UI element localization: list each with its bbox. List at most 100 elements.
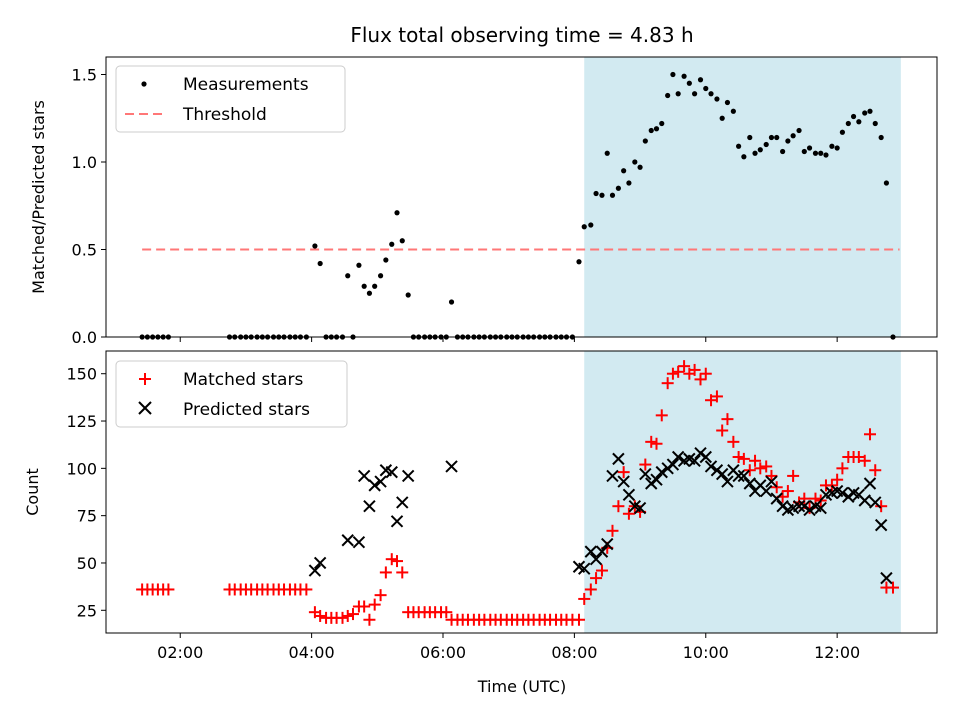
ratio-panel: 0.0 0.5 1.0 1.5 Matched/Predicted stars Mea…	[29, 56, 938, 347]
measurement-point	[768, 134, 775, 141]
measurement-point	[626, 180, 632, 186]
y-tick-label: 125	[66, 412, 97, 431]
predicted-star-point	[595, 545, 609, 558]
measurement-point	[317, 260, 323, 267]
matched-star-point	[661, 377, 674, 390]
y-tick-label: 1.0	[72, 153, 97, 172]
matched-star-point	[721, 413, 734, 426]
matched-star-point	[358, 600, 371, 613]
measurement-point	[399, 238, 405, 244]
matched-star-point	[886, 581, 899, 594]
measurement-point	[878, 134, 884, 141]
measurement-point	[581, 224, 587, 230]
measurement-point	[850, 113, 857, 120]
predicted-star-point	[633, 501, 647, 515]
measurement-point	[665, 92, 671, 99]
matched-star-point	[314, 609, 327, 622]
predicted-star-point	[601, 537, 614, 551]
predicted-star-point	[401, 469, 415, 483]
measurement-point	[812, 150, 819, 156]
measurement-point	[883, 180, 890, 186]
matched-star-point	[666, 367, 679, 380]
predicted-star-point	[341, 534, 354, 547]
measurement-point	[653, 126, 660, 132]
matched-star-point	[650, 437, 663, 450]
matched-star-point	[875, 500, 888, 513]
y-tick-label: 0.0	[72, 328, 97, 347]
legend-matched-marker	[139, 373, 151, 385]
matched-star-point	[617, 466, 630, 479]
matched-star-point	[836, 462, 849, 475]
predicted-star-point	[776, 499, 789, 513]
measurement-point	[752, 150, 758, 156]
matched-star-point	[578, 592, 591, 605]
predicted-star-point	[374, 475, 387, 488]
measurement-point	[372, 283, 378, 289]
measurement-point	[741, 154, 747, 160]
measurement-point	[383, 257, 389, 263]
y-tick-label: 150	[66, 365, 97, 384]
count-y-label: Count	[23, 468, 42, 516]
matched-star-point	[363, 613, 376, 626]
measurement-point	[604, 150, 610, 156]
predicted-star-point	[639, 467, 652, 481]
measurement-point	[691, 91, 698, 97]
measurement-point	[659, 120, 665, 127]
predicted-star-point	[396, 496, 409, 509]
matched-star-point	[672, 365, 685, 378]
x-tick-label: 06:00	[420, 643, 466, 662]
ratio-y-axis: 0.0 0.5 1.0 1.5	[72, 66, 106, 347]
measurement-point	[867, 108, 873, 114]
predicted-star-point	[715, 467, 729, 481]
predicted-star-point	[578, 562, 591, 575]
predicted-star-point	[645, 477, 658, 490]
y-tick-label: 50	[77, 554, 97, 573]
count-panel: 25 50 75 100 125 150 02:00 04:00 06:00 08:00 10:0…	[23, 350, 938, 696]
measurement-point	[839, 129, 846, 135]
measurement-point	[856, 119, 862, 125]
matched-star-point	[612, 500, 625, 513]
predicted-star-point	[765, 475, 778, 488]
measurement-point	[763, 141, 769, 148]
predicted-star-point	[694, 446, 707, 460]
predicted-star-point	[368, 479, 381, 492]
legend-threshold-label: Threshold	[182, 105, 267, 125]
predicted-star-point	[721, 475, 734, 488]
predicted-star-point	[308, 564, 322, 577]
measurement-point	[356, 262, 362, 268]
measurement-point	[686, 80, 692, 86]
y-tick-label: 0.5	[72, 241, 97, 260]
matched-star-point	[379, 566, 392, 579]
measurement-point	[774, 134, 780, 141]
predicted-star-point	[612, 452, 625, 466]
matched-star-point	[781, 485, 794, 498]
matched-star-point	[300, 583, 313, 596]
measurement-point	[366, 290, 373, 296]
matched-star-point	[391, 555, 404, 568]
measurement-point	[730, 108, 736, 114]
measurement-point	[845, 120, 851, 127]
matched-star-point	[694, 373, 707, 386]
matched-star-point	[347, 608, 360, 621]
predicted-star-point	[352, 535, 366, 549]
measurement-point	[719, 115, 725, 121]
measurement-point	[829, 143, 835, 149]
predicted-star-point	[357, 469, 371, 483]
figure-title: Flux total observing time = 4.83 h	[350, 23, 693, 47]
measurement-point	[714, 96, 720, 102]
measurement-point	[361, 283, 367, 289]
matched-star-point	[732, 450, 745, 463]
matched-star-point	[699, 367, 712, 380]
x-tick-label: 04:00	[289, 643, 335, 662]
matched-star-point	[385, 553, 398, 566]
predicted-star-point	[688, 454, 701, 467]
matched-star-point	[572, 613, 585, 626]
predicted-star-point	[661, 462, 674, 475]
matched-star-point	[584, 583, 597, 596]
measurement-point	[823, 152, 829, 158]
predicted-star-point	[666, 458, 680, 471]
predicted-star-point	[874, 518, 888, 532]
predicted-star-point	[743, 477, 756, 490]
measurement-point	[648, 127, 654, 134]
matched-star-point	[737, 452, 750, 465]
